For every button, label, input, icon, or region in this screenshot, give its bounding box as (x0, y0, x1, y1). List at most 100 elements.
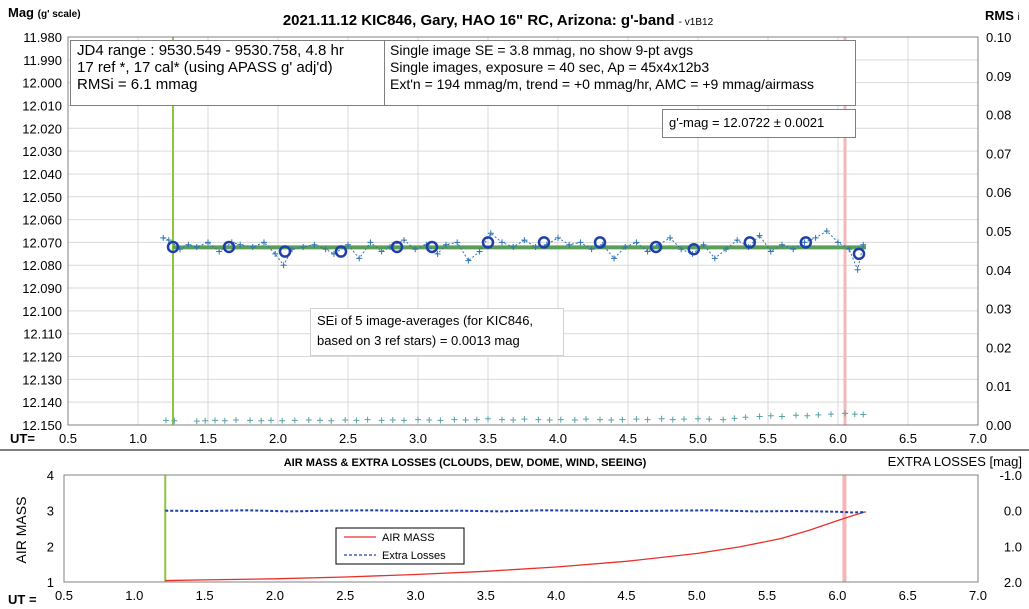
rms-point (681, 416, 687, 423)
single-image-point (216, 248, 223, 255)
top-y-tick-label: 12.120 (22, 350, 62, 365)
single-image-point (205, 239, 211, 246)
average-point (593, 236, 607, 249)
top-x-tick-label: 4.0 (549, 431, 567, 446)
bottom-y-axis-label: AIR MASS (13, 497, 29, 564)
rms-point (793, 412, 799, 419)
top-y-tick-label: 12.090 (22, 281, 62, 296)
sei-box-line-2: based on 3 ref stars) = 0.0013 mag (317, 333, 520, 348)
average-point (743, 236, 757, 249)
bottom-marker-lines (164, 475, 847, 582)
sei-box: SEi of 5 image-averages (for KIC846, bas… (310, 308, 564, 356)
rms-point (546, 416, 553, 423)
rms-point (619, 416, 626, 423)
bottom-x-tick-labels: 0.5 1.0 1.5 2.0 2.5 3.0 3.5 4.0 4.5 5.0 5.5 6.0 6.5 7… (55, 588, 987, 603)
top-x-tick-label: 2.0 (269, 431, 287, 446)
top-y2-tick-label: 0.09 (986, 69, 1011, 84)
average-point (222, 240, 236, 254)
top-plot-frame (67, 36, 979, 426)
legend-air-mass-label: AIR MASS (382, 532, 435, 544)
top-y-tick-label: 12.130 (22, 372, 62, 387)
rms-point (437, 417, 444, 424)
rms-point (499, 416, 505, 423)
rms-point (842, 410, 848, 417)
rms-point (851, 411, 858, 418)
rms-point (378, 417, 385, 424)
bottom-x-tick-label: 6.0 (828, 588, 846, 603)
bottom-x-tick-label: 1.0 (125, 588, 143, 603)
rms-point (364, 416, 371, 423)
single-image-point (633, 239, 640, 246)
average-point (481, 236, 495, 249)
top-y-tick-label: 11.990 (23, 53, 62, 68)
single-image-point (322, 246, 329, 253)
rms-point (451, 416, 458, 423)
top-y2-tick-label: 0.01 (986, 379, 1011, 394)
top-y2-tick-label: 0.02 (986, 340, 1011, 355)
params-box-line-2: Single images, exposure = 40 sec, Ap = 4… (390, 59, 710, 75)
single-image-point (860, 241, 867, 248)
rms-point (221, 417, 228, 424)
params-box-line-3: Ext'n = 194 mmag/m, trend = +0 mmag/hr, … (390, 76, 815, 92)
rms-point (521, 416, 528, 423)
single-image-point (734, 237, 741, 244)
bottom-x-tick-label: 0.5 (55, 588, 73, 603)
rms-point (557, 416, 564, 423)
bottom-y-tick-label: 4 (47, 468, 54, 483)
bottom-plot-frame (63, 474, 979, 583)
top-y2-tick-label: 0.03 (986, 302, 1011, 317)
rms-point (860, 411, 867, 418)
single-image-point (345, 241, 351, 248)
single-image-line (163, 230, 864, 272)
top-y2-tick-label: 0.04 (986, 263, 1011, 278)
top-y2-tick-label: 0.08 (986, 108, 1011, 123)
single-image-point (280, 262, 287, 269)
average-point (425, 240, 439, 254)
rms-point (535, 416, 542, 423)
bottom-y-tick-label: 3 (47, 504, 54, 519)
single-image-point (700, 241, 707, 248)
rms-point (779, 413, 785, 420)
bottom-chart-title: AIR MASS & EXTRA LOSSES (CLOUDS, DEW, DO… (284, 457, 647, 469)
single-image-point (678, 246, 685, 253)
top-y-tick-label: 12.080 (22, 258, 62, 273)
top-x-tick-label: 1.0 (129, 431, 147, 446)
single-image-point (854, 266, 861, 273)
single-image-point (249, 243, 256, 250)
bottom-y-tick-label: 1 (47, 575, 54, 590)
rms-point (268, 417, 274, 424)
single-image-point (476, 248, 483, 255)
rms-point (317, 417, 323, 424)
rms-point (462, 416, 469, 423)
single-image-point (555, 234, 561, 241)
single-image-point (499, 239, 505, 246)
single-image-point (443, 241, 449, 248)
single-image-point (667, 234, 673, 241)
single-image-point (237, 241, 244, 248)
bottom-legend: AIR MASS Extra Losses (335, 527, 465, 565)
single-image-point (193, 243, 200, 250)
average-point (334, 245, 348, 258)
top-x-tick-label: 5.0 (689, 431, 707, 446)
rms-point (473, 416, 480, 423)
top-x-tick-label: 6.0 (829, 431, 847, 446)
rms-point (828, 411, 834, 418)
top-x-tick-label: 5.5 (759, 431, 777, 446)
single-image-point (401, 237, 407, 244)
top-y2-tick-label: 0.06 (986, 185, 1011, 200)
rms-point (720, 416, 727, 423)
bottom-y2-tick-label: 1.0 (1004, 539, 1022, 554)
rms-point (767, 412, 774, 419)
extra-losses-line (165, 509, 866, 514)
rms-point (258, 417, 265, 424)
single-image-point (723, 246, 729, 253)
bottom-series-layer (165, 509, 866, 582)
rms-point (328, 417, 335, 424)
bottom-x-tick-label: 4.5 (617, 588, 635, 603)
legend-extra-losses-label: Extra Losses (382, 550, 446, 562)
top-series-layer (160, 228, 867, 425)
top-y-tick-label: 12.000 (22, 76, 62, 91)
bottom-x-tick-label: 2.0 (266, 588, 284, 603)
single-image-point (465, 257, 472, 264)
rms-point (291, 417, 298, 424)
